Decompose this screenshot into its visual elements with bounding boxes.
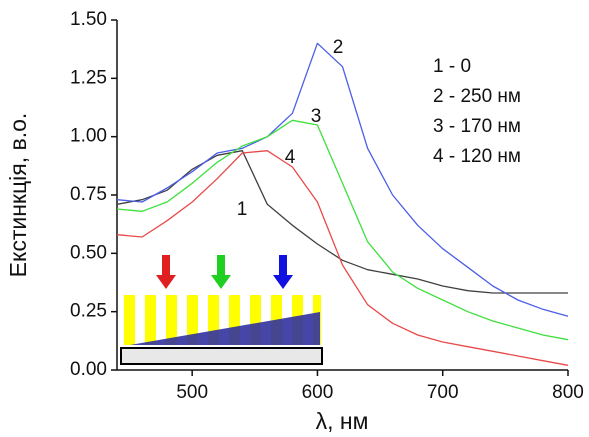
curve-label: 2 [333,37,344,58]
x-tick-label: 600 [302,382,334,403]
x-tick-label: 800 [552,382,584,403]
legend-entry: 1 - 0 [433,56,471,77]
series-line [116,150,568,294]
x-tick-label: 500 [176,382,208,403]
substrate [120,347,323,365]
series-line [116,150,569,366]
y-tick-label: 0.25 [70,301,107,322]
series-line [116,119,569,341]
arrows [156,255,293,289]
inset-diagram [120,255,323,365]
y-tick-label: 1.00 [70,126,107,147]
curve-label: 1 [237,199,248,220]
x-tick-label: 700 [427,382,459,403]
series-line [116,42,569,317]
axes [116,20,568,371]
y-tick-label: 1.50 [70,9,107,30]
y-tick-label: 0.00 [70,359,107,380]
legend-entry: 3 - 170 нм [433,116,521,137]
curve-label: 4 [285,147,296,168]
y-tick-label: 0.75 [70,184,107,205]
wedge [130,312,320,345]
curve-label: 3 [311,106,322,127]
y-axis-label: Екстинкція, в.о. [5,113,31,278]
y-tick-label: 1.25 [70,67,107,88]
y-tick-label: 0.50 [70,242,107,263]
x-axis-label: λ, нм [316,408,369,434]
legend-entry: 2 - 250 нм [433,86,521,107]
legend-entry: 4 - 120 нм [433,146,521,167]
